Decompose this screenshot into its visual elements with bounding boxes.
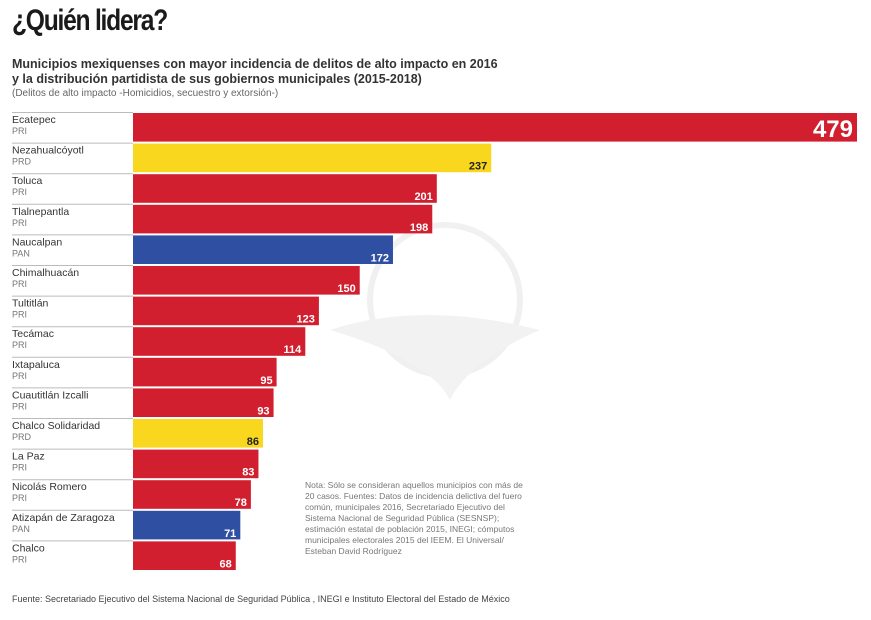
category-label: Ecatepec: [12, 114, 56, 126]
data-label: 68: [220, 558, 232, 570]
data-label: 479: [813, 116, 853, 143]
bar: [133, 174, 437, 203]
category-label: Toluca: [12, 175, 43, 187]
category-label: Chalco: [12, 542, 45, 554]
bar: [133, 449, 259, 479]
chart-subtitle-2: y la distribución partidista de sus gobi…: [12, 72, 422, 86]
party-label: PRI: [12, 493, 27, 503]
chart-subtitle: Municipios mexiquenses con mayor inciden…: [12, 57, 498, 71]
bar: [133, 480, 251, 509]
eagle-watermark: [330, 222, 540, 400]
category-label: Ixtapaluca: [12, 359, 60, 371]
data-label: 71: [224, 528, 236, 540]
party-label: PRI: [12, 279, 27, 289]
chart-subtitle-note: (Delitos de alto impacto -Homicidios, se…: [12, 88, 279, 99]
bar: [133, 143, 492, 173]
party-label: PRI: [12, 218, 27, 228]
category-label: Cuautitlán Izcalli: [12, 389, 88, 401]
bar: [133, 541, 236, 570]
data-label: 86: [247, 436, 259, 448]
bar: [133, 510, 241, 540]
data-label: 95: [260, 375, 272, 387]
party-label: PRD: [12, 157, 32, 167]
category-label: Nezahualcóyotl: [12, 145, 84, 157]
data-label: 201: [414, 191, 432, 203]
data-label: 172: [371, 252, 389, 264]
category-label: Tultitlán: [12, 298, 49, 310]
bar: [133, 296, 319, 326]
bar: [133, 266, 360, 295]
data-label: 198: [410, 222, 428, 234]
category-label: Nicolás Romero: [12, 481, 87, 493]
party-label: PRI: [12, 554, 27, 564]
category-label: La Paz: [12, 451, 45, 463]
chart-source: Fuente: Secretariado Ejecutivo del Siste…: [12, 594, 510, 604]
party-label: PRI: [12, 401, 27, 411]
chart-title: ¿Quién lidera?: [12, 4, 168, 37]
category-label: Tecámac: [12, 328, 54, 340]
category-label: Chimalhuacán: [12, 267, 79, 279]
data-label: 123: [297, 314, 315, 326]
bar: [133, 388, 274, 417]
party-label: PAN: [12, 524, 30, 534]
bar: [133, 357, 277, 387]
party-label: PRI: [12, 463, 27, 473]
bar: [133, 419, 263, 448]
category-label: Atizapán de Zaragoza: [12, 512, 115, 524]
party-label: PRD: [12, 432, 32, 442]
party-label: PAN: [12, 248, 30, 258]
data-label: 93: [257, 405, 269, 417]
party-label: PRI: [12, 371, 27, 381]
bar: [133, 327, 306, 356]
data-label: 78: [235, 497, 247, 509]
party-label: PRI: [12, 340, 27, 350]
data-label: 114: [284, 344, 303, 356]
chart-note: Nota: Sólo se consideran aquellos munici…: [305, 480, 523, 556]
party-label: PRI: [12, 310, 27, 320]
bar: [133, 113, 857, 142]
data-label: 237: [469, 161, 487, 173]
data-label: 150: [337, 283, 355, 295]
party-label: PRI: [12, 187, 27, 197]
data-label: 83: [242, 467, 254, 479]
bar: [133, 204, 433, 234]
category-label: Chalco Solidaridad: [12, 420, 100, 432]
category-label: Naucalpan: [12, 236, 62, 248]
category-label: Tlalnepantla: [12, 206, 69, 218]
party-label: PRI: [12, 126, 27, 136]
bar: [133, 235, 393, 264]
